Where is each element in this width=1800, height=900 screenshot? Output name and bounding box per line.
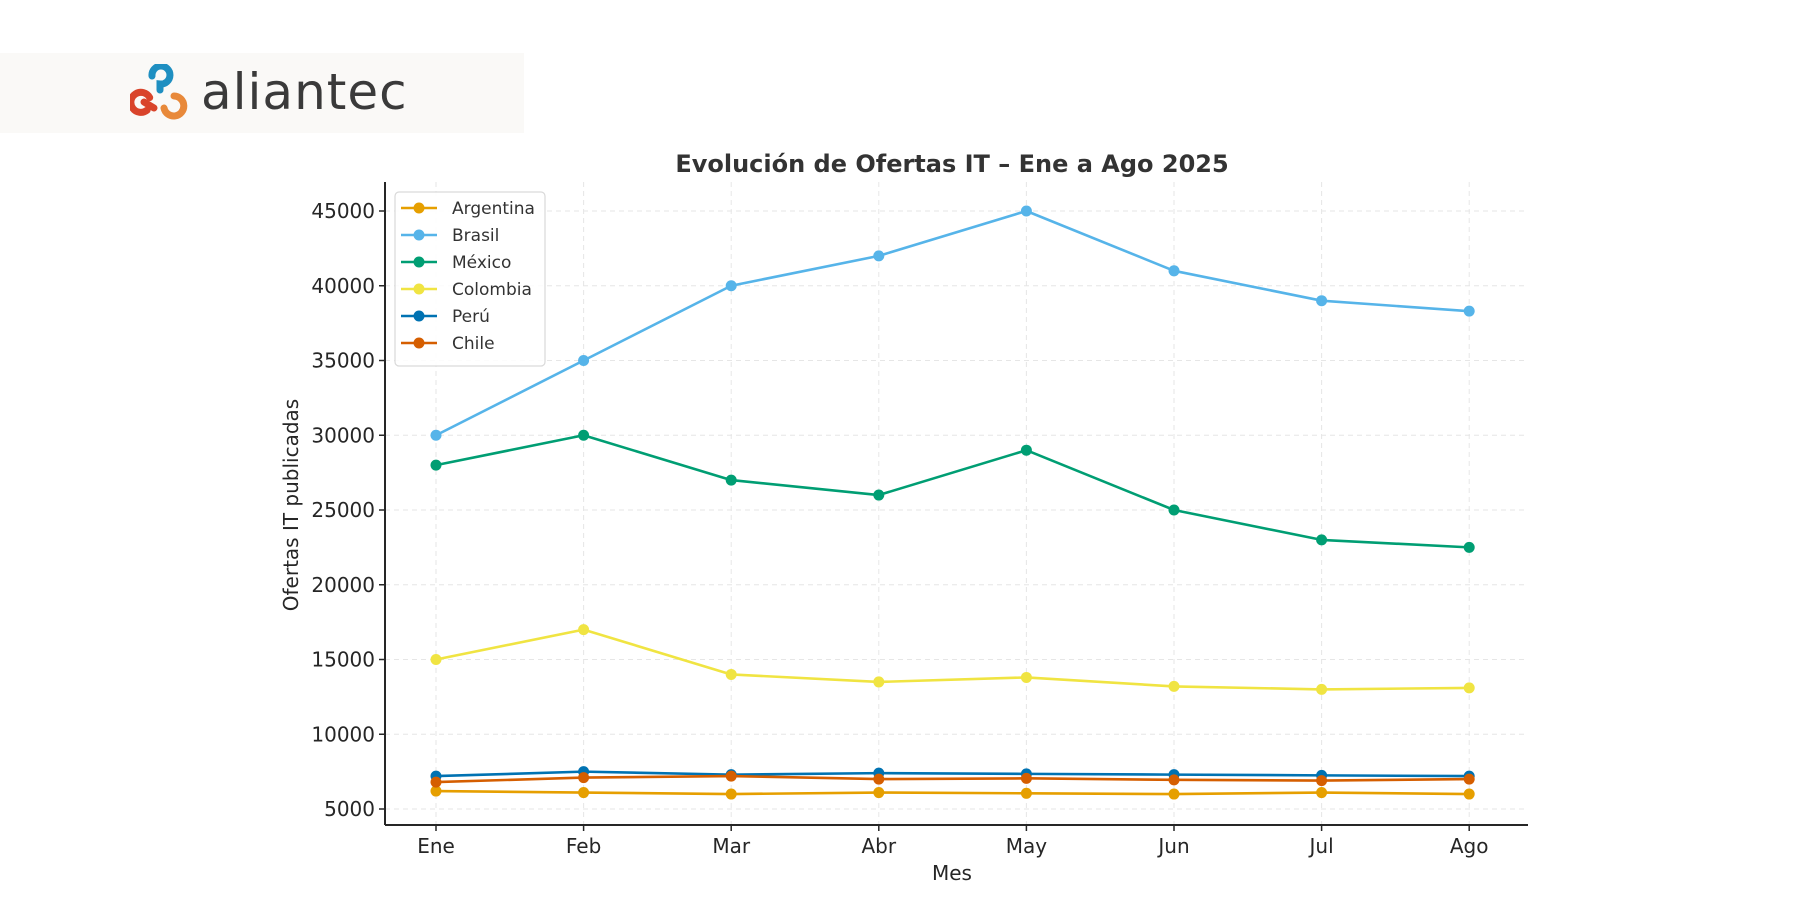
series-chile — [430, 770, 1475, 788]
data-point — [1168, 504, 1180, 516]
data-point — [1316, 534, 1328, 546]
data-point — [430, 776, 442, 788]
data-point — [873, 250, 885, 262]
legend-item-perú: Perú — [401, 307, 490, 327]
data-point — [430, 785, 442, 797]
legend-item-chile: Chile — [401, 334, 495, 354]
x-tick-label: Feb — [566, 834, 601, 858]
legend-item-argentina: Argentina — [401, 199, 535, 219]
legend-marker — [413, 202, 425, 214]
data-point — [1020, 205, 1032, 217]
data-point — [578, 624, 590, 636]
data-point — [1463, 788, 1475, 800]
legend-marker — [413, 256, 425, 268]
series-layer — [430, 205, 1475, 800]
series-line — [435, 770, 1470, 778]
data-point — [1316, 787, 1328, 799]
data-point — [1020, 671, 1032, 683]
data-point — [725, 474, 737, 486]
series-line — [435, 774, 1470, 784]
series-line — [435, 628, 1470, 691]
y-tick-label: 40000 — [311, 274, 375, 298]
x-tick-label: May — [1006, 834, 1048, 858]
data-point — [578, 429, 590, 441]
legend: Argentina Brasil México Colombia Perú Chile — [394, 191, 546, 367]
x-tick-label: Abr — [861, 834, 896, 858]
data-point — [725, 668, 737, 680]
x-axis-label: Mes — [932, 861, 972, 885]
data-point — [1463, 682, 1475, 694]
data-point — [430, 429, 442, 441]
data-point — [1168, 265, 1180, 277]
legend-label: Brasil — [452, 226, 499, 246]
data-point — [873, 787, 885, 799]
legend-marker — [413, 337, 425, 349]
series-line — [435, 789, 1470, 796]
y-tick-label: 25000 — [311, 498, 375, 522]
y-tick-label: 35000 — [311, 349, 375, 373]
legend-marker — [413, 229, 425, 241]
data-point — [1168, 788, 1180, 800]
legend-label: Argentina — [452, 199, 535, 219]
data-point — [578, 355, 590, 366]
y-tick-label: 5000 — [324, 797, 375, 821]
series-line — [435, 209, 1470, 437]
grid — [385, 182, 1528, 825]
data-point — [1168, 774, 1180, 786]
data-point — [1168, 680, 1180, 692]
series-méxico — [430, 429, 1475, 553]
data-point — [1463, 773, 1475, 785]
y-tick-label: 15000 — [311, 648, 375, 672]
data-point — [1020, 772, 1032, 784]
legend-item-colombia: Colombia — [401, 280, 532, 300]
data-point — [1316, 295, 1328, 307]
brand-name: aliantec — [201, 63, 408, 121]
aliantec-logo-icon — [130, 64, 188, 120]
y-tick-label: 20000 — [311, 573, 375, 597]
legend-item-méxico: México — [401, 253, 511, 273]
data-point — [873, 489, 885, 501]
data-point — [873, 676, 885, 688]
data-point — [1020, 787, 1032, 799]
legend-label: Colombia — [452, 280, 532, 300]
data-point — [725, 770, 737, 782]
x-tick-label: Jun — [1156, 834, 1189, 858]
axes: 5000 10000 15000 20000 25000 30000 35000 40000 4… — [311, 182, 1528, 858]
chart-title: Evolución de Ofertas IT – Ene a Ago 2025 — [675, 150, 1228, 178]
data-point — [1316, 775, 1328, 787]
legend-item-brasil: Brasil — [401, 226, 499, 246]
legend-label: México — [452, 253, 511, 273]
data-point — [1020, 444, 1032, 456]
data-point — [1316, 683, 1328, 695]
data-point — [1463, 541, 1475, 553]
legend-marker — [413, 283, 425, 295]
data-point — [430, 459, 442, 471]
series-argentina — [430, 785, 1475, 800]
data-point — [725, 788, 737, 800]
series-line — [435, 433, 1470, 549]
logo-banner — [0, 53, 524, 133]
series-brasil — [430, 205, 1475, 441]
y-tick-label: 45000 — [311, 199, 375, 223]
data-point — [578, 772, 590, 784]
x-tick-label: Mar — [712, 834, 751, 858]
x-tick-label: Ago — [1450, 834, 1489, 858]
y-axis-label: Ofertas IT publicadas — [279, 399, 303, 611]
data-point — [430, 654, 442, 665]
y-tick-label: 10000 — [311, 722, 375, 746]
x-tick-label: Jul — [1308, 834, 1334, 858]
x-tick-label: Ene — [417, 834, 455, 858]
data-point — [578, 787, 590, 799]
legend-marker — [413, 310, 425, 322]
data-point — [725, 280, 737, 292]
y-tick-label: 30000 — [311, 423, 375, 447]
legend-label: Chile — [452, 334, 495, 354]
data-point — [873, 773, 885, 785]
legend-label: Perú — [452, 307, 490, 327]
data-point — [1463, 305, 1475, 317]
series-colombia — [430, 624, 1475, 695]
